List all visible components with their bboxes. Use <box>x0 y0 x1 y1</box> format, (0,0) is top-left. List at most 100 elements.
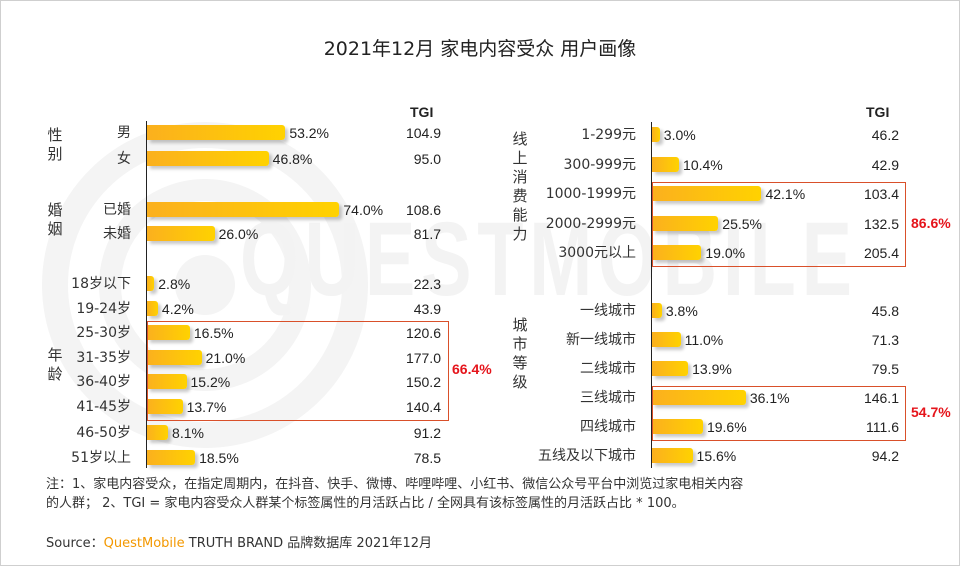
category-label: 1-299元 <box>581 127 636 143</box>
group-label-char: 级 <box>512 373 528 391</box>
value-label: 15.2% <box>190 374 231 390</box>
group-label-char: 年 <box>47 346 63 364</box>
value-label: 19.6% <box>706 419 747 435</box>
tgi-value: 103.4 <box>863 186 899 202</box>
category-label: 25-30岁 <box>76 325 131 341</box>
value-label: 13.9% <box>692 361 732 377</box>
tgi-value: 108.6 <box>405 202 441 218</box>
bar <box>652 157 680 172</box>
tgi-value: 104.9 <box>405 125 441 141</box>
tgi-value: 177.0 <box>405 350 441 366</box>
category-label: 男 <box>117 125 131 141</box>
tgi-value: 43.9 <box>413 301 441 317</box>
bar <box>652 332 681 347</box>
bar <box>147 374 187 389</box>
value-label: 74.0% <box>343 202 384 218</box>
value-label: 13.7% <box>186 399 227 415</box>
group-label-char: 性 <box>47 126 63 144</box>
category-label: 18岁以下 <box>71 276 131 292</box>
value-label: 36.1% <box>749 390 790 406</box>
highlight-total: 66.4% <box>452 361 492 377</box>
chart-title: 2021年12月 家电内容受众 用户画像 <box>323 38 637 60</box>
category-label: 3000元以上 <box>558 245 636 261</box>
tgi-value: 42.9 <box>871 157 899 173</box>
tgi-value: 95.0 <box>413 151 441 167</box>
group-label-char: 姻 <box>47 220 63 238</box>
highlight-total: 86.6% <box>911 214 951 231</box>
source-suffix: TRUTH BRAND 品牌数据库 2021年12月 <box>184 536 433 551</box>
right-axis-line <box>651 122 652 468</box>
footnote-line-1: 注：1、家电内容受众，在指定周期内，在抖音、快手、微博、哔哩哔哩、小红书、微信公… <box>46 477 744 492</box>
footnote: 注：1、家电内容受众，在指定周期内，在抖音、快手、微博、哔哩哔哩、小红书、微信公… <box>46 475 926 513</box>
value-label: 19.0% <box>705 245 746 261</box>
value-label: 15.6% <box>696 448 737 464</box>
highlight-box <box>147 321 449 421</box>
bar <box>147 276 155 291</box>
category-label: 二线城市 <box>580 361 636 377</box>
bar <box>147 450 196 465</box>
tgi-value: 140.4 <box>405 399 441 415</box>
group-label: 婚姻 <box>46 201 64 239</box>
value-label: 21.0% <box>205 350 246 366</box>
source-line: Source：QuestMobile TRUTH BRAND 品牌数据库 202… <box>46 532 432 551</box>
bar <box>147 151 269 166</box>
category-label: 未婚 <box>103 226 131 242</box>
bar <box>147 301 158 316</box>
bar <box>147 425 169 440</box>
category-label: 已婚 <box>103 202 131 218</box>
category-label: 一线城市 <box>580 303 636 319</box>
footnote-line-2: 的人群； 2、TGI = 家电内容受众人群某个标签属性的月活跃占比 / 全网具有… <box>46 496 685 511</box>
tgi-value: 132.5 <box>863 216 899 232</box>
value-label: 42.1% <box>765 186 806 202</box>
bar <box>147 399 183 414</box>
group-label-char: 能 <box>512 206 528 224</box>
group-label: 线上消费能力 <box>511 130 529 244</box>
category-label: 41-45岁 <box>76 399 131 415</box>
tgi-value: 111.6 <box>866 419 899 435</box>
tgi-value: 46.2 <box>871 127 899 143</box>
value-label: 2.8% <box>158 276 191 292</box>
category-label: 19-24岁 <box>76 301 131 317</box>
tgi-value: 150.2 <box>405 374 441 390</box>
group-label-char: 婚 <box>47 201 63 219</box>
tgi-value: 22.3 <box>413 276 441 292</box>
tgi-value: 205.4 <box>863 245 899 261</box>
value-label: 8.1% <box>172 425 204 441</box>
value-label: 3.8% <box>665 303 698 319</box>
bar <box>652 419 703 434</box>
value-label: 25.5% <box>722 216 762 232</box>
highlight-box <box>652 386 906 441</box>
bar <box>652 303 662 318</box>
left-axis-line <box>146 121 147 468</box>
category-label: 四线城市 <box>580 419 636 435</box>
category-label: 新一线城市 <box>566 332 636 348</box>
bar <box>652 127 660 142</box>
category-label: 女 <box>117 151 131 167</box>
bar <box>147 125 286 140</box>
category-label: 三线城市 <box>580 390 636 406</box>
group-label-char: 市 <box>512 335 528 353</box>
highlight-box <box>652 182 906 267</box>
value-label: 16.5% <box>193 325 234 341</box>
category-label: 46-50岁 <box>76 425 131 441</box>
tgi-value: 94.2 <box>871 448 899 464</box>
tgi-value: 120.6 <box>405 325 441 341</box>
tgi-value: 81.7 <box>413 226 441 242</box>
source-prefix: Source： <box>46 536 104 551</box>
bar <box>652 186 762 201</box>
value-label: 18.5% <box>199 450 239 466</box>
category-label: 51岁以上 <box>71 450 131 466</box>
group-label-char: 线 <box>512 130 528 148</box>
group-label-char: 上 <box>512 149 528 167</box>
bar <box>652 245 702 260</box>
bar <box>147 202 340 217</box>
category-label: 300-999元 <box>563 157 637 173</box>
bar <box>652 216 719 231</box>
group-label-char: 力 <box>512 225 528 243</box>
tgi-header-left: TGI <box>410 104 434 120</box>
value-label: 4.2% <box>161 301 194 317</box>
group-label: 性别 <box>46 126 64 164</box>
bar <box>147 350 202 365</box>
bar <box>652 390 746 405</box>
tgi-value: 79.5 <box>871 361 899 377</box>
